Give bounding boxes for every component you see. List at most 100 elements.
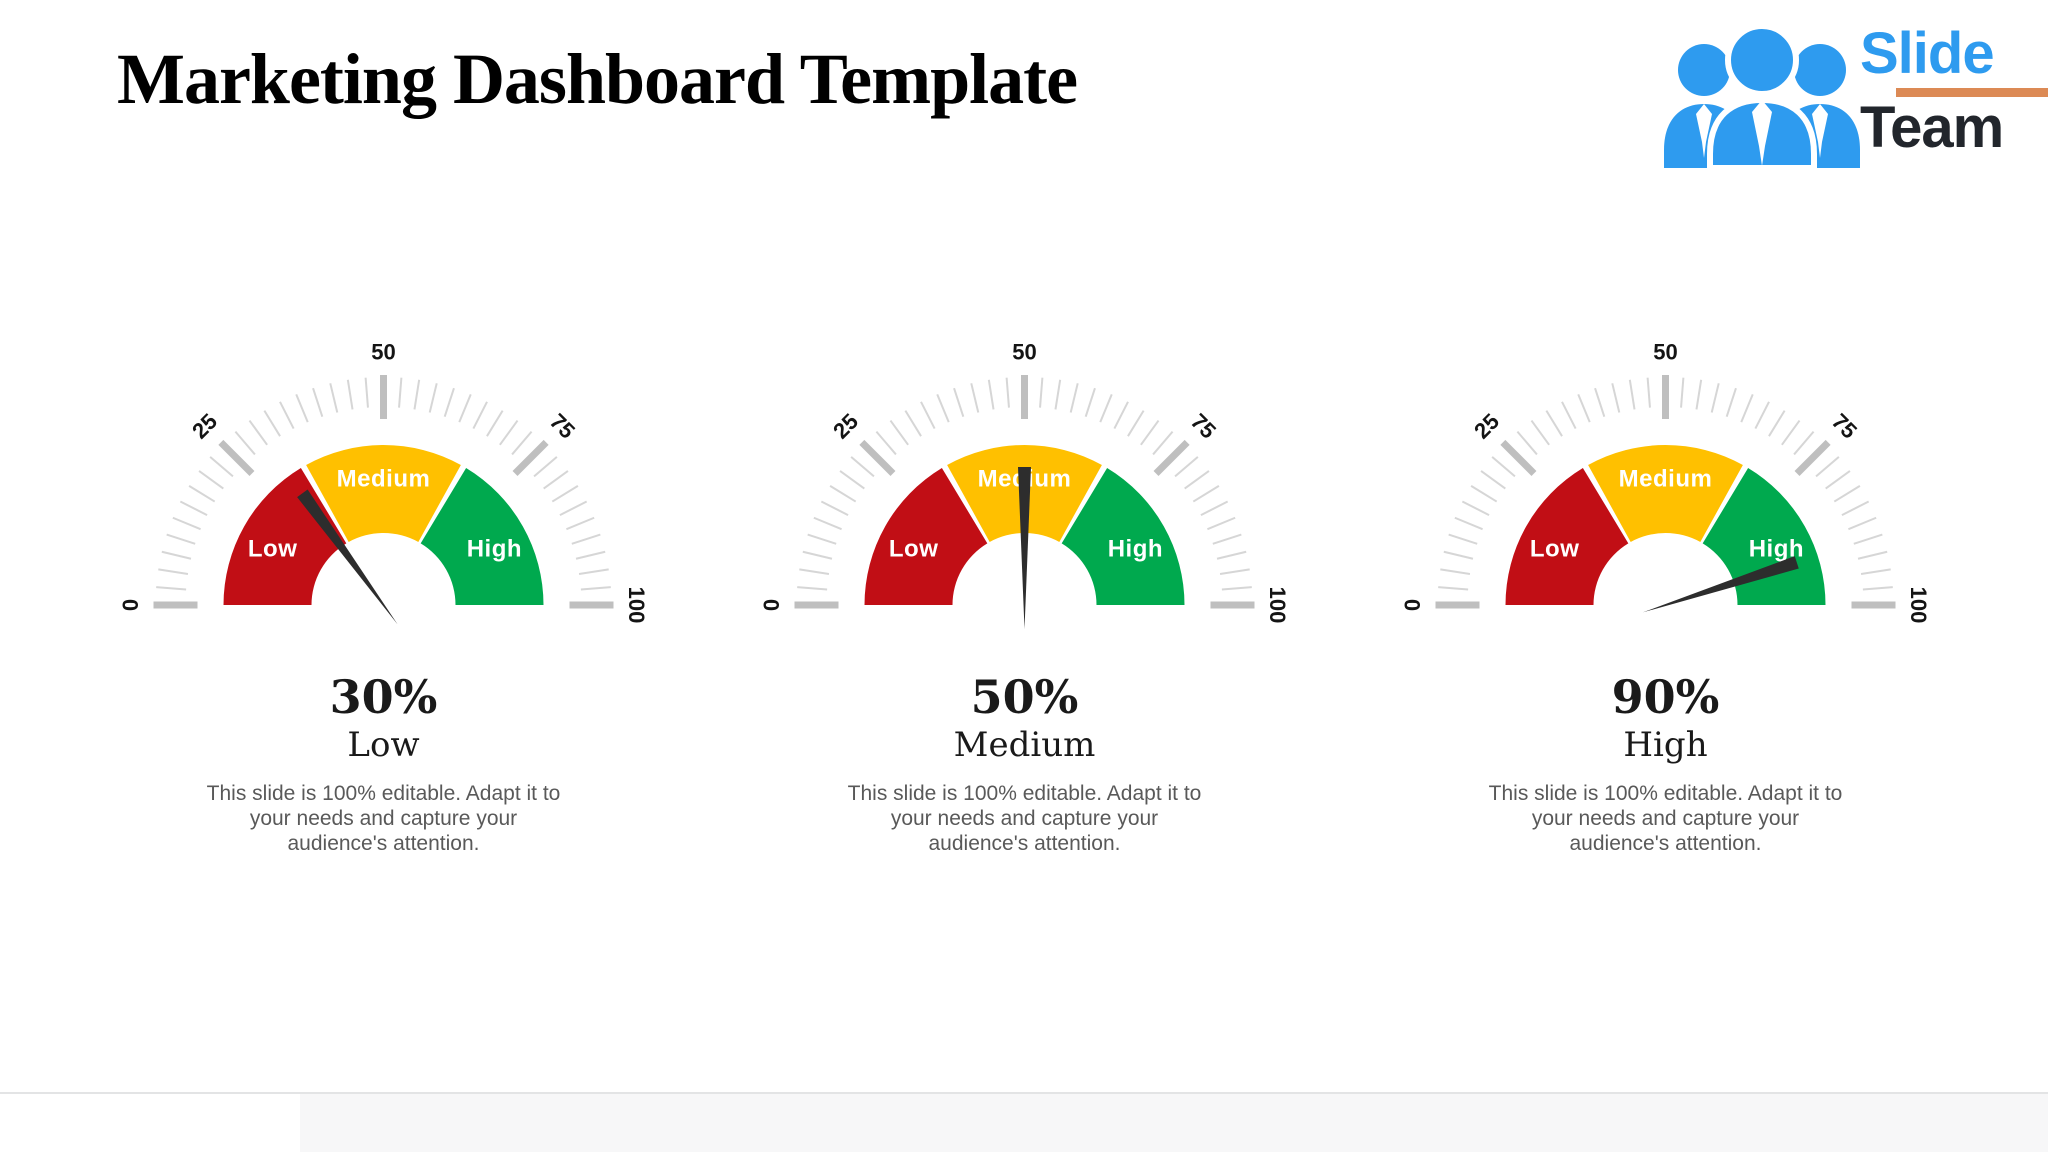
gauge-minor-tick (802, 550, 833, 560)
gauge-major-tick (1153, 439, 1190, 476)
footer-divider (0, 1092, 2048, 1094)
gauge-axis-label: 100 (624, 587, 649, 624)
gauge-minor-tick (346, 379, 354, 410)
gauge-minor-tick (559, 500, 588, 517)
gauge-minor-tick (1577, 393, 1591, 423)
gauge-major-tick (1500, 439, 1537, 476)
gauge-minor-tick (443, 387, 455, 417)
logo-word-team: Team (1860, 95, 2004, 160)
gauge-minor-tick (987, 379, 995, 410)
gauge-minor-tick (312, 387, 324, 417)
gauge-needle (1018, 467, 1031, 629)
gauge-minor-tick (1841, 500, 1870, 517)
gauge-minor-tick (1454, 516, 1483, 531)
gauge-minor-tick (1069, 383, 1079, 413)
gauge-minor-tick (1833, 485, 1861, 503)
gauge-minor-tick (1005, 377, 1010, 408)
gauge-segment-label: Medium (337, 466, 431, 493)
gauge-axis-label: 25 (1469, 409, 1504, 444)
gauge-segment-medium (306, 445, 461, 542)
gauge-segment-label: High (1749, 536, 1804, 563)
gauge-minor-tick (234, 430, 256, 456)
gauge-axis-label: 0 (759, 599, 784, 611)
gauge-minor-tick (1140, 419, 1160, 446)
gauge-description: This slide is 100% editable. Adapt it to… (206, 782, 561, 855)
gauge-major-tick (859, 439, 896, 476)
gauge-minor-tick (850, 456, 875, 478)
gauge-minor-tick (1815, 456, 1840, 478)
gauge-status-label: Low (347, 725, 420, 765)
gauge-minor-tick (1221, 586, 1252, 591)
gauge-needle (1642, 556, 1799, 613)
gauge-segment-high (1061, 467, 1185, 605)
gauge-minor-tick (1860, 568, 1891, 576)
gauge-description: This slide is 100% editable. Adapt it to… (847, 782, 1202, 855)
gauge-minor-tick (1710, 383, 1720, 413)
gauge-axis-label: 50 (1653, 340, 1677, 365)
gauge-minor-tick (179, 500, 208, 517)
gauge-minor-tick (1207, 516, 1236, 531)
gauge-segment-high (1702, 467, 1826, 605)
page-title: Marketing Dashboard Template (117, 39, 1078, 119)
gauge-minor-tick (1695, 379, 1703, 410)
gauge-minor-tick (279, 401, 295, 430)
gauge-panel-low: 0 25 50 75 100 Low Medium High 30% Low This sli… (63, 315, 704, 856)
gauge-minor-tick (1219, 568, 1250, 576)
gauge-axis-label: 0 (1400, 599, 1425, 611)
gauge-minor-tick (1470, 485, 1498, 503)
gauge-segment-label: High (467, 536, 522, 563)
gauge-minor-tick (551, 485, 579, 503)
gauge-minor-tick (1039, 377, 1044, 408)
gauge-minor-tick (1480, 470, 1506, 490)
gauge-minor-tick (1084, 387, 1096, 417)
gauge-minor-tick (398, 377, 403, 408)
gauge-minor-tick (1127, 410, 1145, 437)
gauge-minor-tick (566, 516, 595, 531)
gauge-minor-tick (1857, 550, 1888, 560)
gauge-minor-tick (1192, 485, 1220, 503)
gauge-minor-tick (486, 410, 504, 437)
gauge-minor-tick (428, 383, 438, 413)
gauge-minor-tick (1725, 387, 1737, 417)
gauge-minor-tick (263, 410, 281, 437)
gauge-minor-tick (209, 456, 234, 478)
gauges-row: 0 25 50 75 100 Low Medium High 30% Low This sli… (63, 315, 1986, 856)
gauge-minor-tick (936, 393, 950, 423)
gauge-minor-tick (1516, 430, 1538, 456)
gauge-minor-tick (1448, 533, 1478, 545)
gauge-minor-tick (1440, 568, 1471, 576)
gauge-minor-tick (1825, 470, 1851, 490)
gauge-axis-label: 50 (1012, 340, 1036, 365)
gauge-value-label: 90% (1611, 670, 1720, 724)
gauge-minor-tick (571, 533, 601, 545)
gauge-segment-medium (1588, 445, 1743, 542)
gauge-minor-tick (1848, 516, 1877, 531)
gauge-minor-tick (1530, 419, 1550, 446)
people-icon (1664, 23, 1860, 168)
gauge-minor-tick (970, 383, 980, 413)
gauge-minor-tick (1491, 456, 1516, 478)
gauge-minor-tick (413, 379, 421, 410)
gauge-value-label: 50% (970, 670, 1079, 724)
gauge-minor-tick (1113, 401, 1129, 430)
gauge-minor-tick (1461, 500, 1490, 517)
slideteam-logo: Slide Team (1662, 18, 2048, 168)
gauge-minor-tick (248, 419, 268, 446)
gauge-minor-tick (172, 516, 201, 531)
gauge-minor-tick (198, 470, 224, 490)
gauge-value-label: 30% (329, 670, 438, 724)
gauge-segment-label: Medium (1619, 466, 1713, 493)
gauge-minor-tick (1646, 377, 1651, 408)
gauge-minor-tick (920, 401, 936, 430)
gauge-minor-tick (953, 387, 965, 417)
gauge-minor-tick (1740, 393, 1754, 423)
gauge-minor-tick (295, 393, 309, 423)
gauge-status-label: High (1623, 725, 1708, 765)
gauge-minor-tick (1853, 533, 1883, 545)
gauge-minor-tick (807, 533, 837, 545)
gauge-minor-tick (875, 430, 897, 456)
gauge-axis-label: 100 (1906, 587, 1931, 624)
